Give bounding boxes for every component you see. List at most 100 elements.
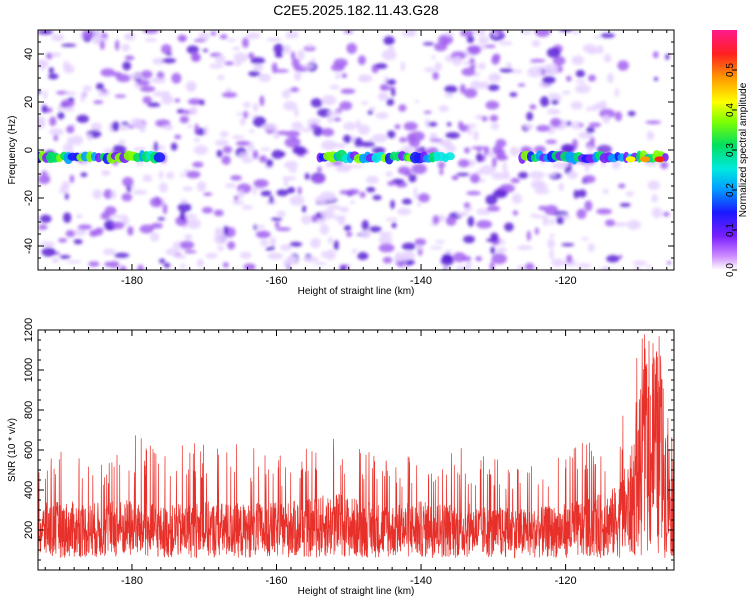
spectrogram-blob bbox=[311, 214, 319, 223]
spectrogram-blob bbox=[536, 125, 551, 132]
spectrogram-blob bbox=[217, 245, 225, 252]
spectrogram-blob bbox=[576, 208, 587, 220]
spectrogram-blob bbox=[273, 128, 280, 140]
spectrogram-blob bbox=[617, 60, 629, 71]
spectrogram-blob bbox=[112, 214, 128, 219]
spectrogram-blob bbox=[432, 215, 440, 225]
spectrogram-blob bbox=[594, 35, 601, 39]
spectrogram-blob bbox=[248, 70, 261, 77]
spectrogram-blob bbox=[667, 261, 672, 265]
spectrogram-blob bbox=[273, 43, 284, 55]
spectrogram-blob bbox=[578, 131, 593, 139]
spectrogram-blob bbox=[270, 245, 275, 251]
spectrogram-blob bbox=[179, 263, 187, 268]
spectrogram-blob bbox=[57, 111, 65, 120]
spectrogram-blob bbox=[544, 205, 559, 216]
spectrogram-blob bbox=[394, 124, 401, 130]
spectrogram-blob bbox=[304, 172, 310, 180]
spectrogram-blob bbox=[530, 213, 539, 218]
spectrogram-blob bbox=[114, 94, 127, 98]
spectrogram-blob bbox=[548, 92, 553, 98]
spectrogram-blob bbox=[478, 35, 489, 45]
spectrogram-blob bbox=[38, 224, 48, 230]
spectrogram-blob bbox=[444, 85, 458, 93]
spectrogram-blob bbox=[276, 210, 286, 218]
spectrogram-blob bbox=[524, 262, 535, 270]
spectrogram-blob bbox=[114, 252, 130, 258]
spectrogram-blob bbox=[543, 63, 559, 75]
spectrogram-blob bbox=[566, 254, 573, 264]
spectrogram-blob bbox=[63, 106, 75, 112]
spectrogram-blob bbox=[545, 139, 558, 145]
spectrogram-blob bbox=[492, 189, 508, 199]
colorbar-tick-label: 0.2 bbox=[725, 183, 736, 197]
spectrogram-blob bbox=[360, 101, 369, 105]
band-cell bbox=[153, 152, 165, 163]
spectrogram-blob bbox=[561, 90, 571, 95]
band-peak bbox=[625, 156, 636, 163]
spectrogram-blob bbox=[221, 92, 238, 98]
spectrogram-blob bbox=[317, 108, 332, 118]
spectrogram-blob bbox=[550, 117, 562, 128]
spectrogram-blob bbox=[444, 92, 454, 98]
spectrogram-blob bbox=[334, 143, 347, 149]
spectrogram-blob bbox=[491, 157, 497, 168]
spectrogram-blob bbox=[587, 243, 595, 253]
spectrogram-blob bbox=[150, 145, 166, 151]
spectrogram-blob bbox=[357, 124, 371, 135]
spectrogram-blob bbox=[339, 265, 347, 270]
spectrogram-blob bbox=[534, 188, 550, 195]
spectrogram-blob bbox=[284, 137, 301, 148]
spectrogram-blob bbox=[66, 125, 75, 134]
spectrogram-blob bbox=[137, 264, 144, 270]
spectrogram-blob bbox=[80, 172, 88, 178]
spectrogram-blob bbox=[95, 82, 105, 91]
spectrogram-blob bbox=[534, 227, 539, 235]
spectrogram-blob bbox=[213, 234, 228, 243]
spectrogram-blob bbox=[429, 246, 444, 250]
spectrogram-blob bbox=[461, 211, 469, 216]
spectrogram-blob bbox=[502, 161, 508, 173]
colorbar: 0.0 0.1 0.2 0.3 0.4 0.5 Normalized spectral a… bbox=[712, 30, 749, 277]
spectrogram-blob bbox=[372, 133, 388, 143]
spectrogram-blob bbox=[174, 98, 181, 103]
spectrogram-blob bbox=[288, 168, 298, 173]
colorbar-ticks: 0.0 0.1 0.2 0.3 0.4 0.5 bbox=[725, 63, 737, 277]
spectrogram-blob bbox=[87, 133, 92, 142]
spectrogram-blob bbox=[484, 44, 497, 48]
top-y-axis-label: Frequency (Hz) bbox=[7, 116, 18, 185]
spectrogram-blob bbox=[606, 73, 614, 84]
spectrogram-blob bbox=[239, 117, 246, 126]
spectrogram-blob bbox=[401, 242, 416, 251]
spectrogram-blob bbox=[604, 219, 616, 227]
spectrogram-blob bbox=[418, 193, 430, 203]
spectrogram-blob bbox=[446, 144, 457, 154]
spectrogram-blob bbox=[214, 54, 226, 64]
spectrogram-blob bbox=[241, 205, 254, 210]
spectrogram-blob bbox=[234, 195, 239, 202]
spectrogram-blob bbox=[222, 145, 233, 154]
spectrogram-blob bbox=[306, 43, 313, 49]
spectrogram-blob bbox=[140, 70, 153, 79]
spectrogram-blob bbox=[416, 244, 423, 251]
spectrogram-blob bbox=[180, 199, 188, 204]
spectrogram-blob bbox=[260, 239, 269, 247]
spectrogram-blob bbox=[100, 211, 111, 220]
spectrogram-blob bbox=[491, 253, 507, 265]
spectrogram-blob bbox=[533, 145, 546, 154]
spectrogram-blob bbox=[219, 34, 228, 40]
top-x-axis: -180 -160 -140 -120 bbox=[44, 30, 668, 287]
spectrogram-blob bbox=[162, 124, 174, 131]
spectrogram-blob bbox=[487, 84, 500, 91]
spectrogram-blob bbox=[121, 193, 133, 202]
spectrogram-blob bbox=[111, 121, 120, 132]
spectrogram-blob bbox=[232, 46, 241, 51]
y-tick-label: 800 bbox=[23, 401, 35, 419]
spectrogram-blob bbox=[50, 52, 62, 58]
spectrogram-blob bbox=[310, 58, 316, 64]
spectrogram-blob bbox=[61, 180, 70, 190]
spectrogram-blob bbox=[476, 220, 493, 229]
spectrogram-blob bbox=[124, 55, 135, 61]
spectrogram-blob bbox=[121, 43, 130, 52]
spectrogram-blob bbox=[463, 235, 475, 244]
